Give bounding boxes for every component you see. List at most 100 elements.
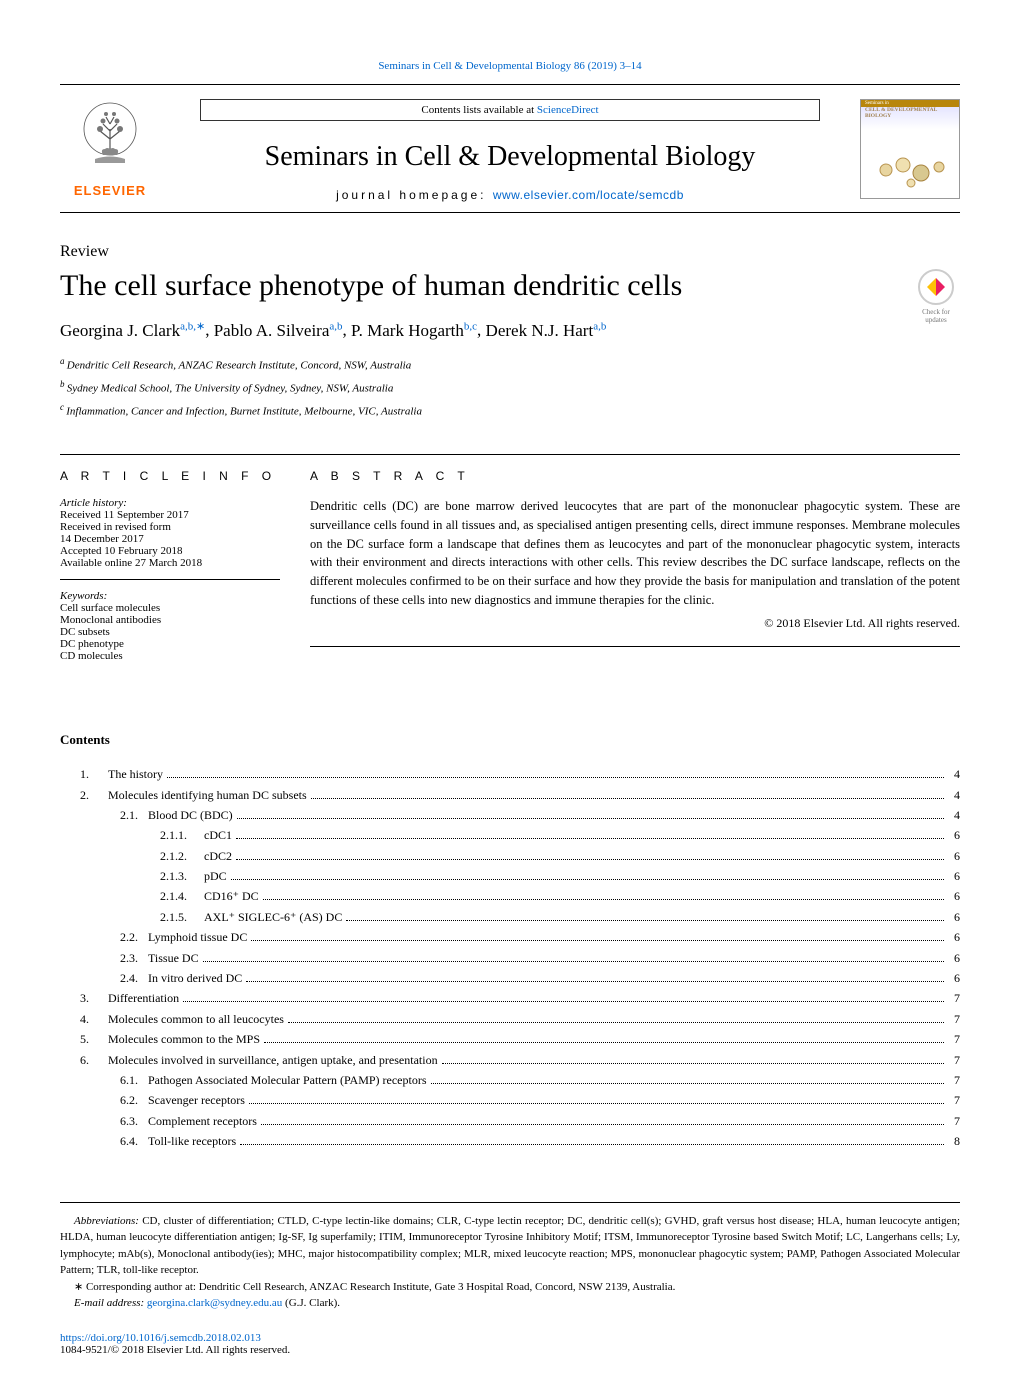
article-info-column: A R T I C L E I N F O Article history: R… [60,469,280,682]
toc-page: 7 [948,1050,960,1070]
history-line: Accepted 10 February 2018 [60,545,280,557]
toc-page: 7 [948,1111,960,1131]
toc-title: AXL⁺ SIGLEC-6⁺ (AS) DC [204,907,342,927]
elsevier-logo[interactable]: ELSEVIER [60,99,160,198]
check-updates-badge[interactable]: Check for updates [912,269,960,324]
toc-number: 2.2. [120,927,148,947]
toc-number: 2.1. [120,805,148,825]
toc-title: Toll-like receptors [148,1131,236,1151]
toc-page: 7 [948,1009,960,1029]
toc-entry[interactable]: 6.2.Scavenger receptors7 [60,1090,960,1110]
toc-leader-dots [288,1022,944,1023]
toc-leader-dots [236,859,944,860]
toc-entry[interactable]: 2.1.1.cDC16 [60,825,960,845]
sciencedirect-link[interactable]: ScienceDirect [537,104,599,116]
journal-masthead: ELSEVIER Contents lists available at Sci… [60,84,960,213]
toc-title: cDC2 [204,846,232,866]
toc-leader-dots [167,777,944,778]
history-line: Received 11 September 2017 [60,509,280,521]
check-updates-label: Check for updates [922,308,950,324]
toc-page: 4 [948,764,960,784]
journal-cover-thumbnail[interactable]: Seminars in CELL & DEVELOPMENTAL BIOLOGY [860,99,960,199]
abbrev-text: CD, cluster of differentiation; CTLD, C-… [60,1215,960,1277]
toc-page: 6 [948,948,960,968]
abbreviations-note: Abbreviations: CD, cluster of differenti… [60,1213,960,1279]
toc-number: 2.1.2. [160,846,204,866]
doi-link[interactable]: https://doi.org/10.1016/j.semcdb.2018.02… [60,1332,261,1344]
abstract-column: A B S T R A C T Dendritic cells (DC) are… [310,469,960,682]
toc-title: Complement receptors [148,1111,257,1131]
toc-leader-dots [203,961,944,962]
email-note: E-mail address: georgina.clark@sydney.ed… [60,1295,960,1312]
toc-entry[interactable]: 2.4.In vitro derived DC 6 [60,968,960,988]
toc-entry[interactable]: 2.3.Tissue DC6 [60,948,960,968]
doi-block: https://doi.org/10.1016/j.semcdb.2018.02… [60,1332,960,1356]
author-affil-sup: b,c [464,320,477,332]
affiliation: a Dendritic Cell Research, ANZAC Researc… [60,355,892,374]
author: Derek N.J. Harta,b [486,321,607,340]
toc-number: 2.1.4. [160,886,204,906]
history-line: 14 December 2017 [60,533,280,545]
history-line: Available online 27 March 2018 [60,557,280,569]
toc-title: Molecules involved in surveillance, anti… [108,1050,438,1070]
toc-page: 6 [948,968,960,988]
history-label: Article history: [60,497,280,509]
elsevier-tree-icon [75,99,145,179]
toc-number: 2.4. [120,968,148,988]
toc-number: 2. [80,785,108,805]
corr-text: Corresponding author at: Dendritic Cell … [83,1281,675,1293]
toc-number: 6.3. [120,1111,148,1131]
toc-number: 5. [80,1029,108,1049]
toc-page: 6 [948,886,960,906]
toc-entry[interactable]: 6.3.Complement receptors 7 [60,1111,960,1131]
toc-title: Pathogen Associated Molecular Pattern (P… [148,1070,427,1090]
author-affil-sup: a,b [593,320,606,332]
toc-leader-dots [246,981,944,982]
abstract-heading: A B S T R A C T [310,469,960,483]
toc-entry[interactable]: 2.1.Blood DC (BDC)4 [60,805,960,825]
toc-title: cDC1 [204,825,232,845]
toc-page: 6 [948,825,960,845]
toc-entry[interactable]: 3.Differentiation7 [60,988,960,1008]
toc-entry[interactable]: 5.Molecules common to the MPS7 [60,1029,960,1049]
toc-number: 1. [80,764,108,784]
toc-entry[interactable]: 4.Molecules common to all leucocytes7 [60,1009,960,1029]
toc-entry[interactable]: 2.Molecules identifying human DC subsets… [60,785,960,805]
crossmark-icon [918,269,954,305]
homepage-link[interactable]: www.elsevier.com/locate/semcdb [493,188,684,202]
toc-entry[interactable]: 6.4.Toll-like receptors8 [60,1131,960,1151]
citation-link[interactable]: Seminars in Cell & Developmental Biology… [378,60,641,72]
toc-entry[interactable]: 2.1.5.AXL⁺ SIGLEC-6⁺ (AS) DC6 [60,907,960,927]
cover-biology-label: BIOLOGY [861,113,959,119]
authors-list: Georgina J. Clarka,b,∗, Pablo A. Silveir… [60,319,892,341]
toc-number: 4. [80,1009,108,1029]
toc-leader-dots [237,818,944,819]
toc-title: Lymphoid tissue DC [148,927,247,947]
toc-entry[interactable]: 2.1.3.pDC6 [60,866,960,886]
toc-entry[interactable]: 2.2.Lymphoid tissue DC6 [60,927,960,947]
toc-entry[interactable]: 1.The history4 [60,764,960,784]
homepage-line: journal homepage: www.elsevier.com/locat… [160,188,860,202]
corresponding-author-note: ∗ Corresponding author at: Dendritic Cel… [60,1279,960,1296]
toc-page: 7 [948,1029,960,1049]
toc-entry[interactable]: 2.1.2.cDC26 [60,846,960,866]
masthead-center: Contents lists available at ScienceDirec… [160,95,860,202]
toc-title: Molecules identifying human DC subsets [108,785,307,805]
toc-number: 2.3. [120,948,148,968]
toc-leader-dots [263,899,944,900]
toc-leader-dots [231,879,944,880]
keyword: Cell surface molecules [60,602,280,614]
toc-leader-dots [236,838,944,839]
toc-entry[interactable]: 6.1.Pathogen Associated Molecular Patter… [60,1070,960,1090]
author-affil-sup: a,b [329,320,342,332]
toc-title: In vitro derived DC [148,968,242,988]
author-affil-sup: a,b,∗ [180,320,205,332]
toc-page: 4 [948,785,960,805]
toc-entry[interactable]: 6.Molecules involved in surveillance, an… [60,1050,960,1070]
contents-heading: Contents [60,732,960,748]
keyword: CD molecules [60,650,280,662]
toc-leader-dots [346,920,944,921]
toc-entry[interactable]: 2.1.4.CD16⁺ DC6 [60,886,960,906]
contents-label: Contents lists available at [421,104,536,116]
email-link[interactable]: georgina.clark@sydney.edu.au [147,1297,282,1309]
